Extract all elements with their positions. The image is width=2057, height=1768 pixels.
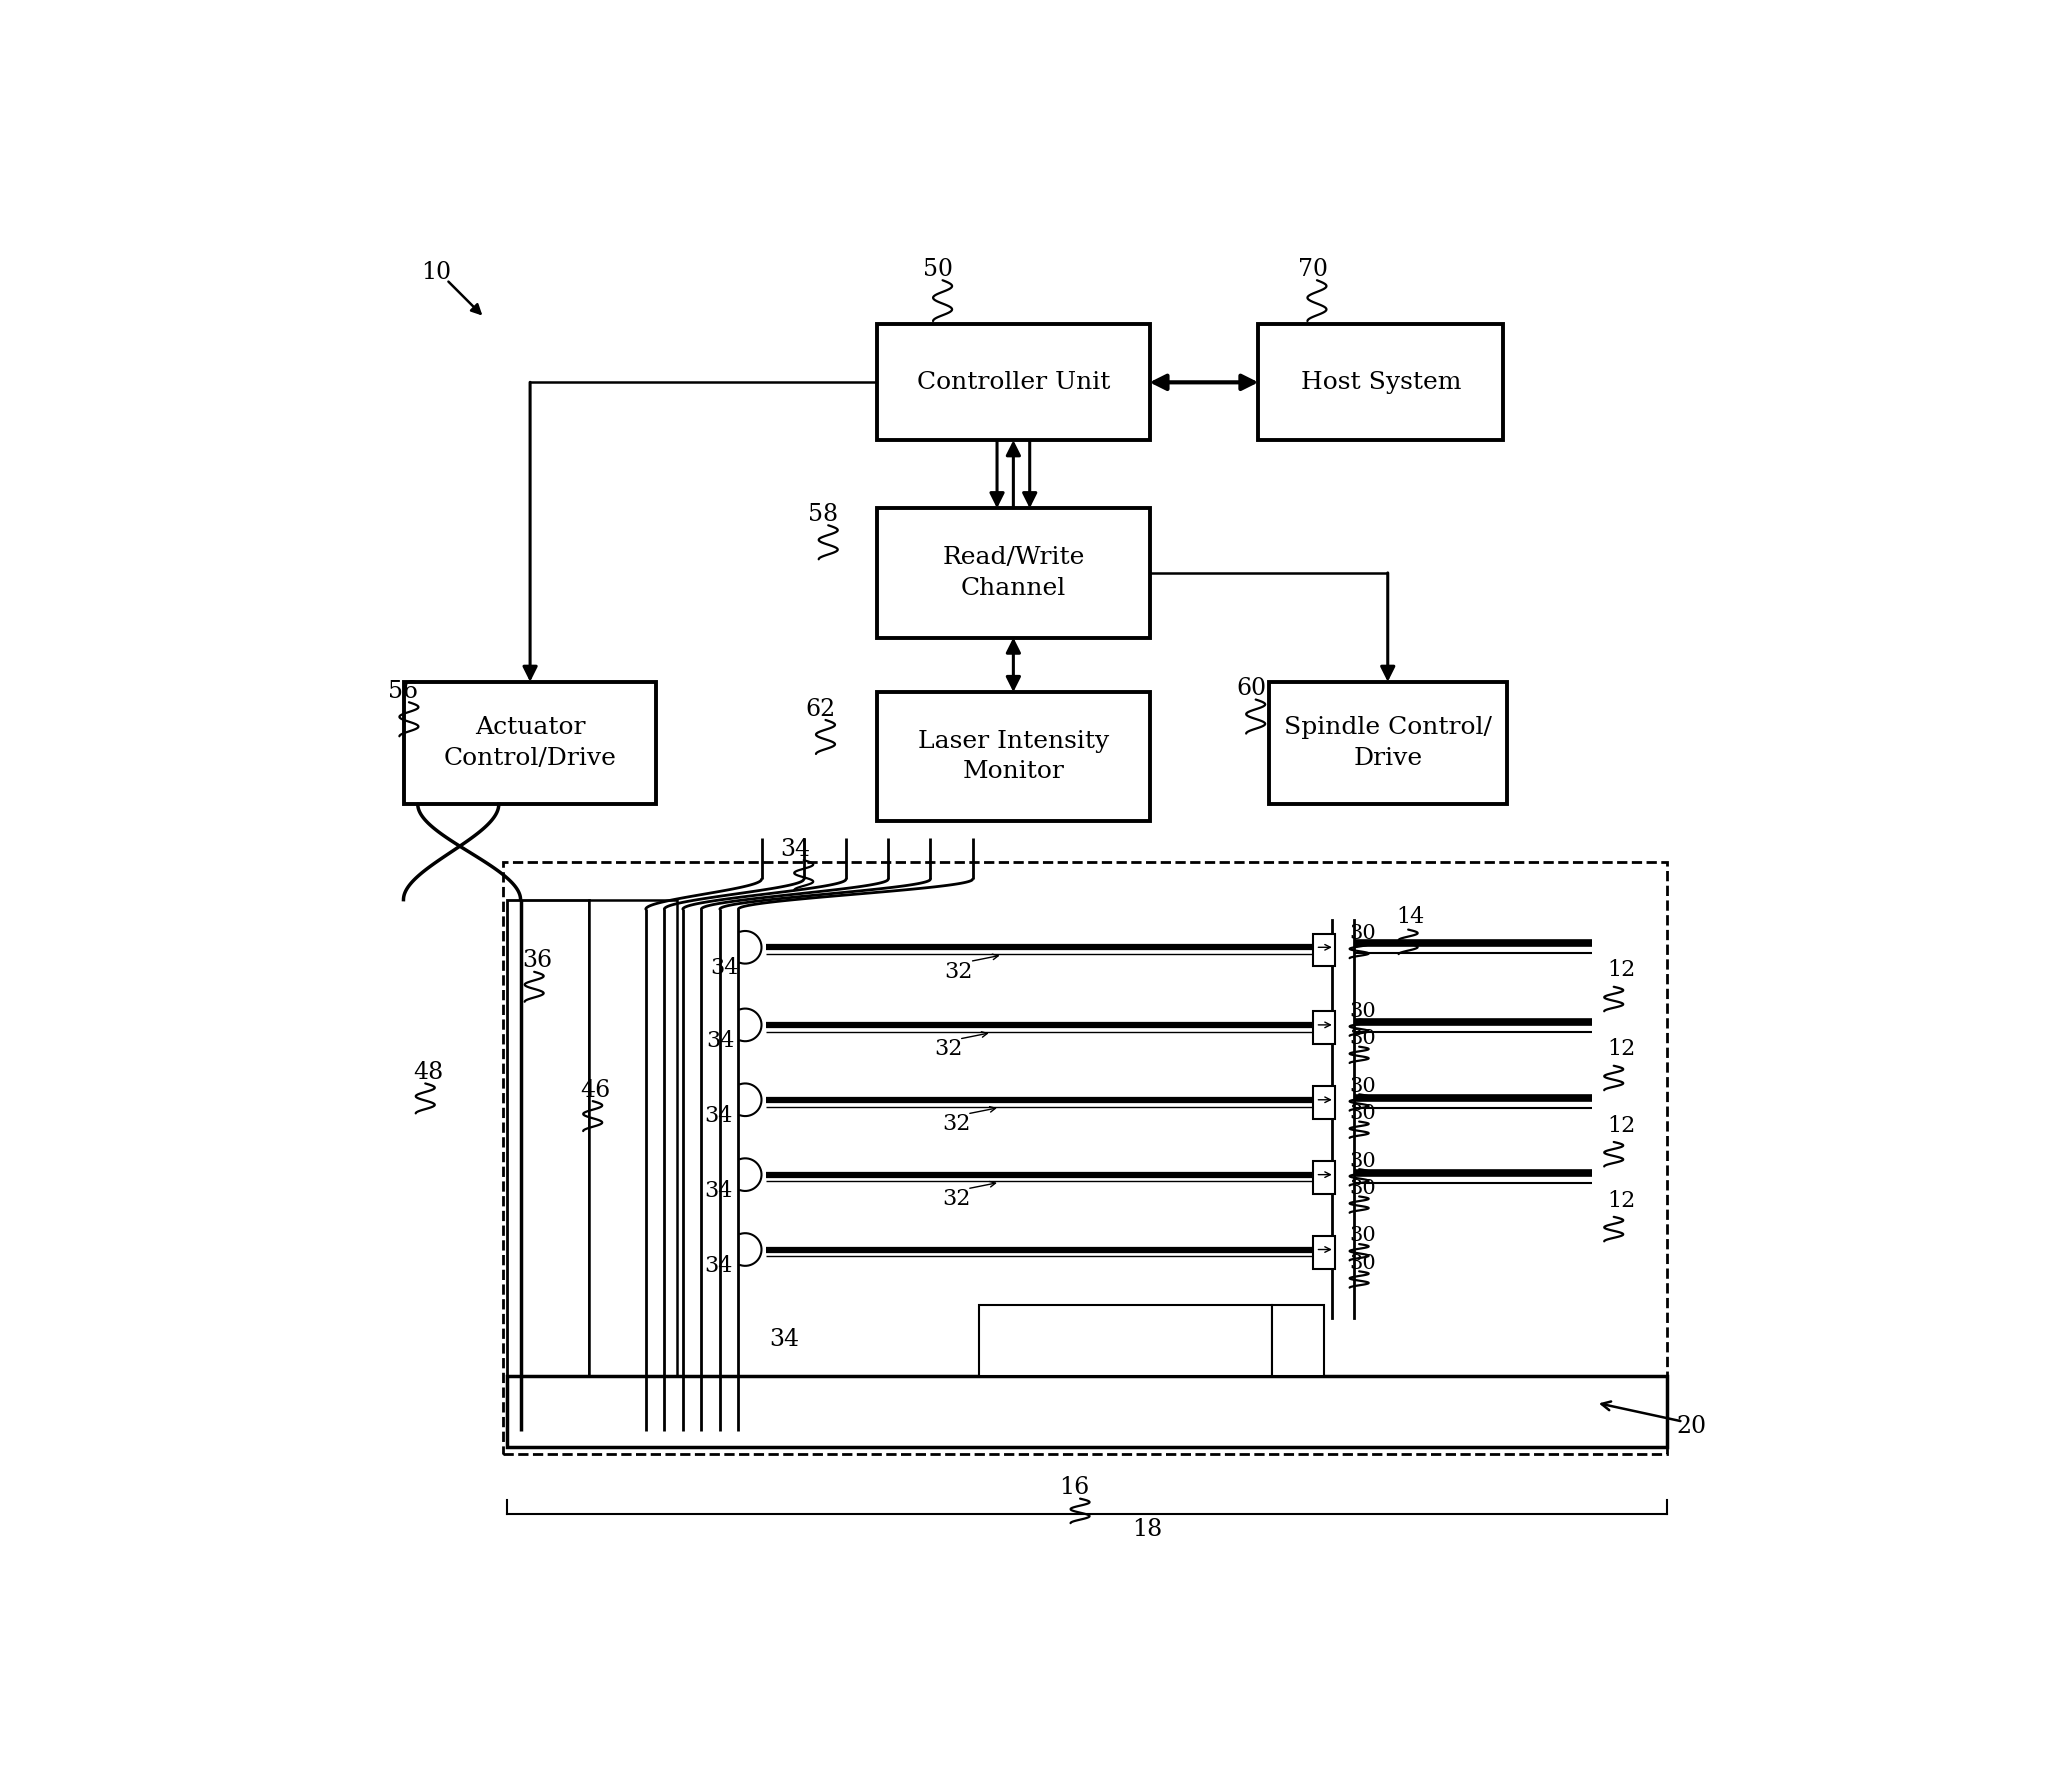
Bar — [1312, 934, 1335, 967]
Text: 34: 34 — [780, 838, 810, 861]
Text: 16: 16 — [1059, 1476, 1090, 1499]
Text: 30: 30 — [1349, 1179, 1376, 1197]
Text: 30: 30 — [1349, 925, 1376, 942]
Bar — [979, 1305, 1271, 1376]
Text: 32: 32 — [942, 1114, 971, 1135]
Text: 34: 34 — [703, 1179, 732, 1202]
Bar — [876, 507, 1150, 638]
Text: Spindle Control/
Drive: Spindle Control/ Drive — [1284, 716, 1491, 769]
Text: 32: 32 — [934, 1038, 963, 1061]
Bar — [1312, 1236, 1335, 1269]
Text: 18: 18 — [1131, 1519, 1162, 1542]
Text: 30: 30 — [1349, 1103, 1376, 1123]
Text: 70: 70 — [1298, 258, 1329, 281]
Text: 48: 48 — [413, 1061, 442, 1084]
Text: 32: 32 — [944, 960, 973, 983]
Text: 30: 30 — [1349, 1151, 1376, 1170]
Text: 58: 58 — [808, 502, 837, 525]
Text: 20: 20 — [1676, 1414, 1707, 1437]
Text: 50: 50 — [924, 258, 954, 281]
Bar — [502, 861, 1666, 1453]
Bar — [403, 682, 656, 804]
Text: 60: 60 — [1236, 677, 1267, 700]
Text: 62: 62 — [804, 698, 835, 721]
Text: 30: 30 — [1349, 1002, 1376, 1020]
Text: 34: 34 — [706, 1031, 734, 1052]
Text: 34: 34 — [769, 1328, 800, 1351]
Text: Laser Intensity
Monitor: Laser Intensity Monitor — [917, 730, 1109, 783]
Bar — [1312, 1162, 1335, 1193]
Bar — [876, 325, 1150, 440]
Bar — [1269, 682, 1508, 804]
Text: 10: 10 — [422, 260, 450, 283]
Bar — [506, 900, 588, 1430]
Bar — [1312, 1086, 1335, 1119]
Text: Controller Unit: Controller Unit — [917, 371, 1111, 394]
Bar — [1312, 1011, 1335, 1043]
Text: 12: 12 — [1609, 1114, 1635, 1137]
Text: Host System: Host System — [1300, 371, 1460, 394]
Text: 36: 36 — [522, 949, 551, 972]
Bar — [876, 691, 1150, 822]
Bar — [588, 900, 677, 1430]
Bar — [1259, 325, 1504, 440]
Bar — [506, 1376, 1666, 1446]
Text: 34: 34 — [710, 956, 738, 979]
Text: 12: 12 — [1609, 1190, 1635, 1211]
Text: Actuator
Control/Drive: Actuator Control/Drive — [444, 716, 617, 769]
Text: 34: 34 — [703, 1105, 732, 1128]
Text: 30: 30 — [1349, 1077, 1376, 1096]
Text: 56: 56 — [389, 681, 418, 704]
Text: 34: 34 — [703, 1255, 732, 1276]
Text: 32: 32 — [942, 1188, 971, 1209]
Text: 14: 14 — [1397, 907, 1426, 928]
Text: 46: 46 — [580, 1078, 611, 1101]
Text: 12: 12 — [1609, 960, 1635, 981]
Text: 30: 30 — [1349, 1029, 1376, 1048]
Text: 12: 12 — [1609, 1038, 1635, 1061]
Text: 30: 30 — [1349, 1254, 1376, 1273]
Text: 30: 30 — [1349, 1227, 1376, 1245]
Bar — [1271, 1305, 1325, 1376]
Text: Read/Write
Channel: Read/Write Channel — [942, 546, 1084, 599]
